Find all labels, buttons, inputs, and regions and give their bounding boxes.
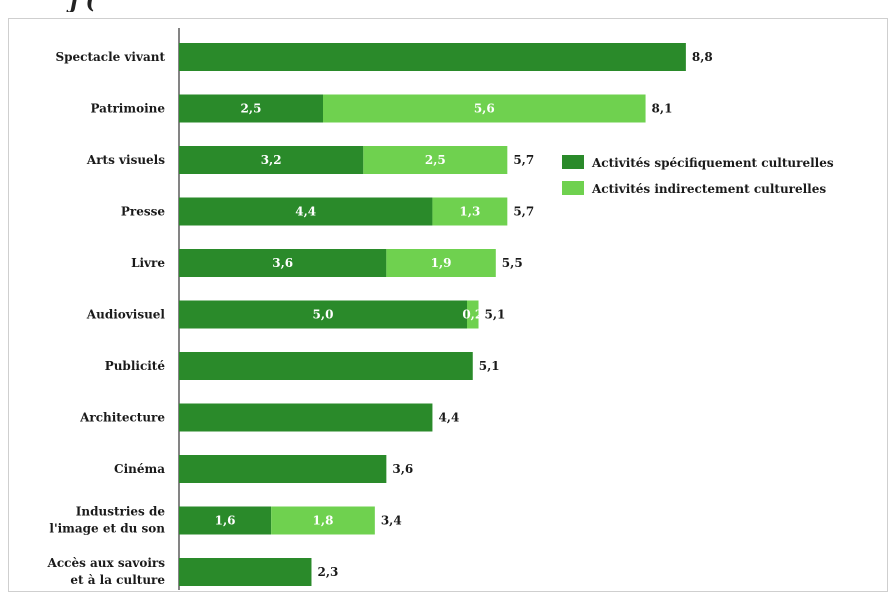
legend-swatch	[562, 181, 584, 195]
total-value-label: 5,7	[513, 205, 534, 219]
category-label: Publicité	[105, 359, 166, 373]
category-label: Presse	[121, 205, 165, 219]
segment-value-label: 0,2	[462, 308, 483, 322]
bar-segment	[179, 455, 387, 483]
bar-segment	[179, 43, 686, 71]
total-value-label: 3,4	[381, 514, 402, 528]
category-label: Cinéma	[114, 462, 165, 476]
category-label: Audiovisuel	[86, 308, 166, 322]
legend-swatch	[562, 155, 584, 169]
segment-value-label: 2,5	[241, 102, 262, 116]
bar-segment	[467, 300, 479, 329]
segment-value-label: 5,6	[474, 102, 495, 116]
bar-segment	[386, 249, 496, 277]
bar-segment	[179, 249, 387, 277]
category-label: Patrimoine	[90, 102, 165, 116]
segment-value-label: 3,6	[272, 256, 293, 270]
category-label: Industries de	[76, 505, 166, 519]
bar-segment	[179, 403, 433, 432]
bar-segment	[179, 146, 364, 174]
category-label: Accès aux savoirs	[47, 556, 166, 570]
total-value-label: 5,1	[485, 308, 506, 322]
category-label: Architecture	[79, 411, 165, 425]
total-value-label: 5,1	[479, 359, 500, 373]
total-value-label: 8,1	[652, 102, 673, 116]
total-value-label: 3,6	[392, 462, 413, 476]
category-label: Livre	[131, 256, 165, 270]
legend-label: Activités indirectement culturelles	[591, 182, 826, 196]
bar-segment	[363, 146, 508, 174]
segment-value-label: 2,5	[425, 153, 446, 167]
segment-value-label: 3,2	[261, 153, 282, 167]
category-label: l'image et du son	[49, 522, 165, 536]
legend-label: Activités spécifiquement culturelles	[591, 156, 834, 170]
bar-segment	[179, 94, 323, 123]
bar-segment	[179, 558, 312, 586]
title-strip: j (	[0, 0, 896, 12]
bar-segment	[323, 94, 646, 123]
segment-value-label: 5,0	[313, 308, 334, 322]
bar-segment	[179, 300, 467, 329]
segment-value-label: 1,3	[459, 205, 480, 219]
category-label: Spectacle vivant	[55, 50, 165, 64]
segment-value-label: 1,9	[431, 256, 452, 270]
bar-segment	[179, 352, 473, 380]
bar-segment	[432, 197, 508, 226]
segment-value-label: 1,8	[313, 514, 334, 528]
category-label: et à la culture	[70, 573, 165, 587]
bar-segment	[179, 197, 433, 226]
total-value-label: 4,4	[438, 411, 459, 425]
chart-frame	[8, 18, 888, 592]
total-value-label: 2,3	[317, 565, 338, 579]
segment-value-label: 4,4	[295, 205, 316, 219]
total-value-label: 5,5	[502, 256, 523, 270]
segment-value-label: 1,6	[215, 514, 236, 528]
category-label: Arts visuels	[86, 153, 165, 167]
total-value-label: 8,8	[692, 50, 713, 64]
total-value-label: 5,7	[513, 153, 534, 167]
bar-segment	[271, 506, 375, 535]
chart-title-partial: j (	[70, 0, 96, 12]
bar-segment	[179, 506, 272, 535]
